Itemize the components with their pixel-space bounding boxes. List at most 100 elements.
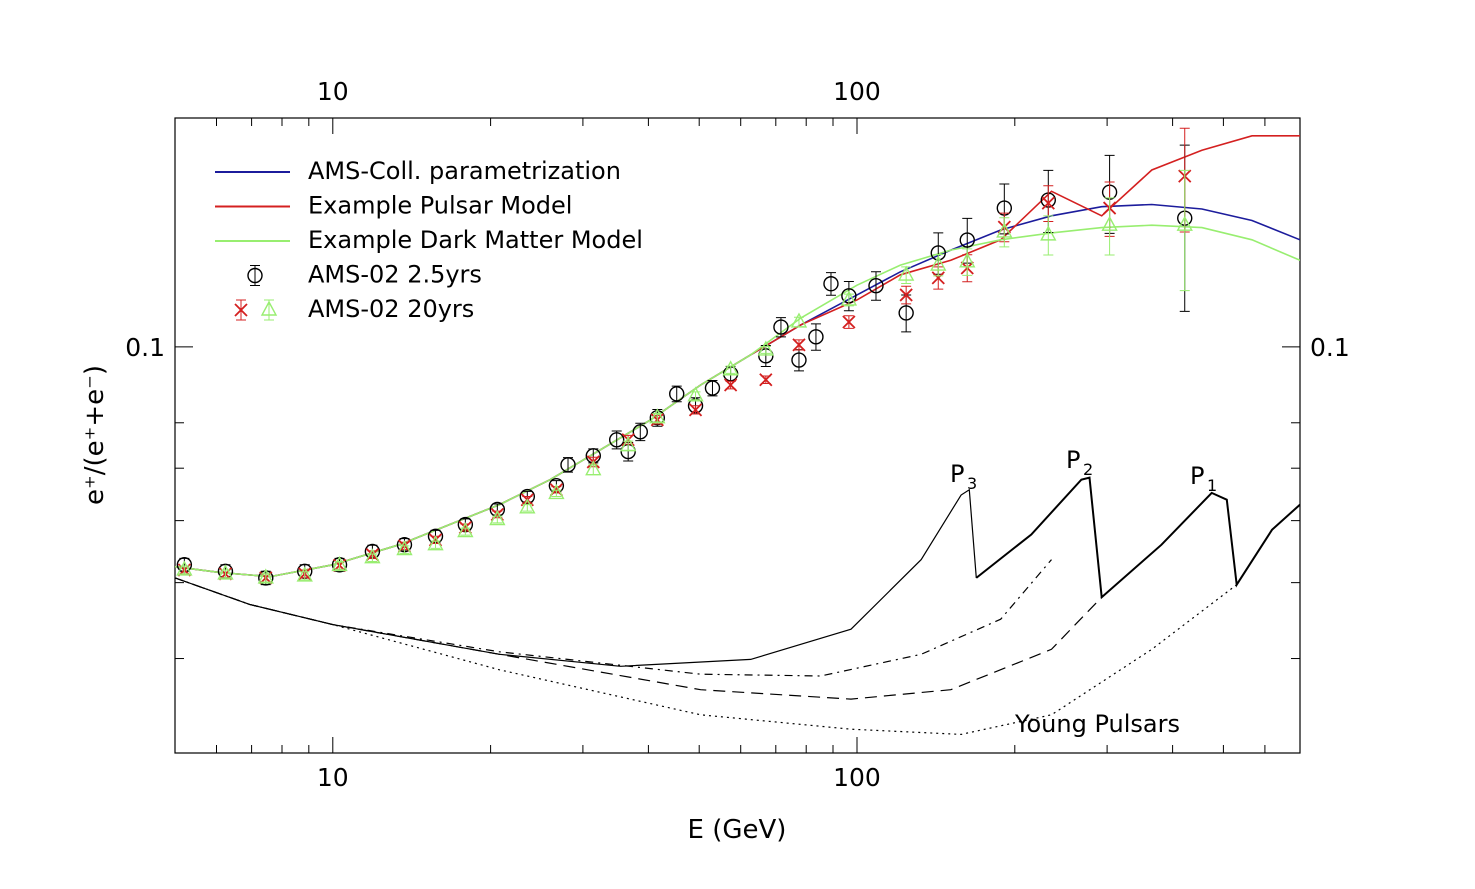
marker	[364, 548, 381, 564]
legend-entry: Example Dark Matter Model	[215, 226, 643, 254]
marker	[331, 555, 348, 572]
marker	[608, 432, 625, 448]
legend-marker	[247, 267, 263, 284]
marker	[257, 568, 274, 584]
legend-label: AMS-02 2.5yrs	[308, 261, 482, 289]
error-bar	[367, 553, 378, 563]
pulsar-curve	[175, 577, 1238, 736]
marker	[489, 510, 506, 526]
legend-entry: AMS-02 20yrs	[234, 295, 474, 323]
pulsar-curve	[175, 488, 977, 667]
marker	[959, 232, 975, 248]
annotation: P	[1190, 462, 1204, 490]
marker	[808, 329, 824, 345]
marker	[757, 340, 774, 356]
marker	[632, 424, 648, 440]
marker	[723, 378, 738, 392]
error-bar	[611, 430, 622, 450]
plot-area	[175, 127, 1300, 736]
error-bar	[220, 569, 231, 579]
marker	[649, 408, 666, 424]
x-tick-label-top: 100	[833, 77, 881, 106]
marker	[176, 560, 193, 576]
annotation: P	[1066, 446, 1080, 474]
x-axis-label: E (GeV)	[688, 815, 787, 845]
marker	[1101, 215, 1118, 231]
annotation-subscript: 1	[1207, 476, 1217, 495]
legend-entry: Example Pulsar Model	[215, 192, 572, 220]
marker	[585, 460, 602, 476]
error-bar	[725, 365, 736, 374]
marker	[688, 403, 703, 417]
marker	[217, 564, 234, 580]
x-tick-label-top: 10	[317, 77, 349, 106]
plot-layer: 10 10 100 100 0.1 0.1 AMS-Coll. parametrizatio…	[125, 77, 1350, 792]
legend-entry: AMS-02 2.5yrs	[247, 261, 482, 289]
marker	[898, 305, 914, 321]
marker	[930, 255, 947, 271]
annotation: Young Pulsars	[1014, 710, 1180, 738]
marker	[548, 483, 565, 500]
marker	[296, 566, 313, 582]
error-bar	[1104, 197, 1115, 256]
legend-marker	[234, 303, 248, 317]
marker	[519, 488, 536, 505]
error-bar	[870, 271, 881, 301]
marker	[1040, 225, 1057, 241]
marker	[396, 540, 413, 556]
marker	[773, 319, 789, 335]
error-bar	[492, 515, 503, 524]
x-tick-label: 100	[833, 763, 881, 792]
error-bar	[810, 323, 821, 351]
error-bar	[652, 413, 663, 423]
pulsar-curve	[175, 559, 1052, 677]
marker	[791, 352, 807, 368]
marker	[790, 312, 808, 328]
error-bar	[690, 391, 701, 401]
annotation: P	[950, 460, 964, 488]
marker	[759, 373, 773, 387]
marker	[620, 436, 637, 452]
marker	[519, 498, 536, 514]
marker	[1176, 215, 1193, 231]
error-bar	[460, 527, 471, 536]
marker	[840, 290, 858, 306]
marker	[868, 278, 884, 294]
y-tick-label-right: 0.1	[1310, 333, 1350, 362]
legend-marker	[260, 300, 278, 316]
marker	[899, 288, 913, 302]
marker	[842, 315, 856, 329]
legend-label: AMS-Coll. parametrization	[308, 157, 621, 185]
marker	[669, 386, 685, 402]
marker	[823, 276, 839, 292]
annotation-subscript: 3	[967, 474, 977, 493]
marker	[897, 265, 915, 281]
error-bar	[179, 565, 190, 575]
marker	[457, 522, 474, 538]
marker	[687, 386, 704, 402]
error-bar	[260, 573, 271, 583]
y-tick-label: 0.1	[125, 333, 165, 362]
error-bar	[671, 385, 682, 403]
error-bar	[760, 346, 771, 354]
marker	[704, 380, 721, 396]
marker	[1041, 196, 1055, 210]
error-bar	[430, 540, 441, 549]
y-axis-label: e⁺/(e⁺+e⁻)	[80, 365, 110, 505]
marker	[996, 222, 1013, 238]
plot-frame	[174, 117, 1301, 754]
marker	[560, 457, 576, 473]
legend-entry: AMS-Coll. parametrization	[215, 157, 621, 185]
pulsar-curve	[175, 577, 1103, 700]
marker	[959, 252, 976, 268]
annotation-subscript: 2	[1083, 460, 1093, 479]
marker	[722, 360, 739, 376]
marker	[427, 535, 444, 551]
error-bar	[843, 293, 854, 307]
legend-label: Example Dark Matter Model	[308, 226, 643, 254]
marker	[931, 271, 945, 285]
error-bar	[399, 545, 410, 554]
x-tick-label: 10	[317, 763, 349, 792]
error-bar	[825, 272, 836, 296]
